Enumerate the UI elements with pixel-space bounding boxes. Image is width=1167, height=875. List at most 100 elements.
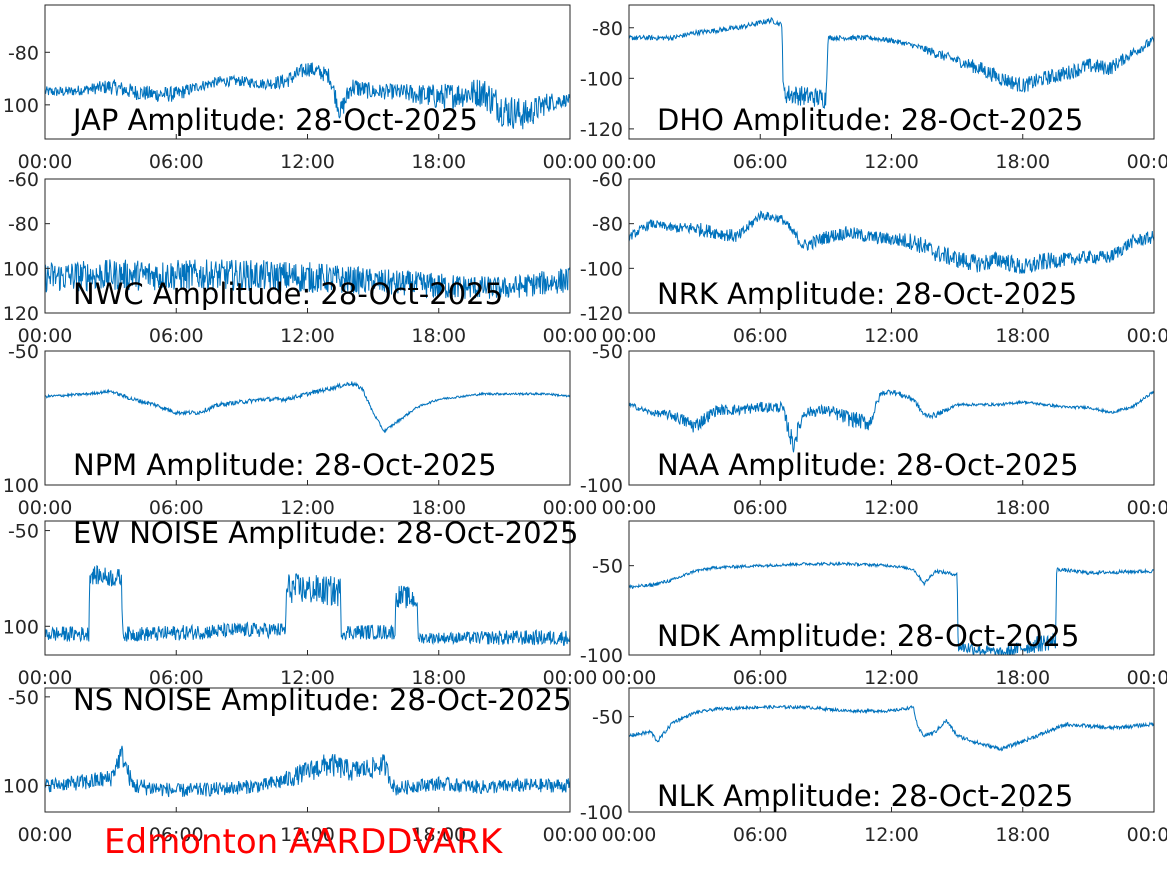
series-line <box>45 745 570 798</box>
x-tick-label: 18:00 <box>995 824 1050 846</box>
x-tick-label: 00:00 <box>543 497 598 519</box>
y-tick-label: -50 <box>8 341 39 363</box>
series-line <box>629 210 1154 274</box>
x-tick-label: 06:00 <box>733 151 788 173</box>
x-tick-label: 00:00 <box>543 667 598 689</box>
y-tick-label: -80 <box>8 42 39 64</box>
y-tick-label: 100 <box>3 475 39 497</box>
y-tick-label: 100 <box>3 95 39 117</box>
series-line <box>629 17 1154 109</box>
x-tick-label: 00:00 <box>18 497 73 519</box>
x-tick-label: 00:00 <box>1127 497 1167 519</box>
x-tick-label: 12:00 <box>280 497 335 519</box>
x-tick-label: 00:00 <box>602 667 657 689</box>
x-tick-label: 18:00 <box>995 667 1050 689</box>
x-tick-label: 06:00 <box>149 497 204 519</box>
x-tick-label: 12:00 <box>280 824 335 846</box>
x-tick-label: 06:00 <box>733 325 788 347</box>
y-tick-label: 100 <box>3 616 39 638</box>
x-tick-label: 18:00 <box>411 497 466 519</box>
series-line <box>45 259 570 299</box>
series-line <box>629 389 1154 453</box>
y-tick-label: -80 <box>592 214 623 236</box>
y-tick-label: -100 <box>580 475 623 497</box>
y-tick-label: -120 <box>580 119 623 141</box>
panel-title: NS NOISE Amplitude: 28-Oct-2025 <box>73 683 572 717</box>
x-tick-label: 12:00 <box>864 497 919 519</box>
x-tick-label: 00:00 <box>602 824 657 846</box>
x-tick-label: 18:00 <box>411 667 466 689</box>
x-tick-label: 00:00 <box>543 151 598 173</box>
panel-title: NPM Amplitude: 28-Oct-2025 <box>73 448 497 482</box>
x-tick-label: 18:00 <box>995 151 1050 173</box>
panel-title: NLK Amplitude: 28-Oct-2025 <box>657 779 1073 813</box>
x-tick-label: 00:00 <box>543 325 598 347</box>
y-tick-label: -80 <box>592 18 623 40</box>
y-tick-label: -100 <box>580 258 623 280</box>
x-tick-label: 00:00 <box>1127 151 1167 173</box>
series-line <box>629 704 1154 752</box>
x-tick-label: 00:00 <box>543 824 598 846</box>
x-tick-label: 18:00 <box>995 497 1050 519</box>
x-tick-label: 00:00 <box>1127 824 1167 846</box>
y-tick-label: -50 <box>8 687 39 709</box>
series-line <box>45 62 570 130</box>
x-tick-label: 00:00 <box>18 151 73 173</box>
x-tick-label: 00:00 <box>18 667 73 689</box>
x-tick-label: 06:00 <box>733 667 788 689</box>
x-tick-label: 06:00 <box>149 824 204 846</box>
panel-title: JAP Amplitude: 28-Oct-2025 <box>71 103 478 137</box>
x-tick-label: 00:00 <box>18 325 73 347</box>
x-tick-label: 12:00 <box>864 824 919 846</box>
y-tick-label: -60 <box>592 169 623 191</box>
y-tick-label: -120 <box>580 303 623 325</box>
panel-title: DHO Amplitude: 28-Oct-2025 <box>657 103 1083 137</box>
x-tick-label: 00:00 <box>602 151 657 173</box>
x-tick-label: 12:00 <box>864 151 919 173</box>
y-tick-label: -80 <box>8 214 39 236</box>
y-tick-label: 120 <box>3 303 39 325</box>
panel-title: NAA Amplitude: 28-Oct-2025 <box>657 448 1079 482</box>
y-tick-label: -50 <box>592 556 623 578</box>
panel-title: NDK Amplitude: 28-Oct-2025 <box>657 619 1079 653</box>
x-tick-label: 00:00 <box>602 497 657 519</box>
x-tick-label: 06:00 <box>149 667 204 689</box>
x-tick-label: 06:00 <box>149 151 204 173</box>
y-tick-label: -50 <box>592 341 623 363</box>
x-tick-label: 18:00 <box>411 824 466 846</box>
x-tick-label: 00:00 <box>1127 667 1167 689</box>
y-tick-label: -50 <box>8 521 39 543</box>
series-line <box>45 381 570 434</box>
y-tick-label: -50 <box>592 707 623 729</box>
x-tick-label: 00:00 <box>18 824 73 846</box>
x-tick-label: 06:00 <box>733 824 788 846</box>
panel-7: -50 100 00:00 06:00 12:00 18:00 00:00 EW NOISE … <box>3 516 598 689</box>
x-tick-label: 12:00 <box>864 325 919 347</box>
x-tick-label: 00:00 <box>602 325 657 347</box>
x-tick-label: 18:00 <box>995 325 1050 347</box>
panel-9: -50 100 00:00 06:00 12:00 18:00 00:00 NS NOISE … <box>3 683 598 846</box>
panel-title: NRK Amplitude: 28-Oct-2025 <box>657 277 1077 311</box>
y-tick-label: -100 <box>580 68 623 90</box>
panel-title: EW NOISE Amplitude: 28-Oct-2025 <box>73 516 578 550</box>
x-tick-label: 06:00 <box>149 325 204 347</box>
series-line <box>629 561 1154 655</box>
y-tick-label: -100 <box>580 645 623 667</box>
panel-4: -60-80-100-12000:0006:0012:0018:0000:00N… <box>580 169 1167 347</box>
x-tick-label: 18:00 <box>411 325 466 347</box>
x-tick-label: 18:00 <box>411 151 466 173</box>
series-line <box>45 564 570 646</box>
y-tick-label: 100 <box>3 258 39 280</box>
y-tick-label: 100 <box>3 775 39 797</box>
x-tick-label: 00:00 <box>1127 325 1167 347</box>
x-tick-label: 12:00 <box>280 667 335 689</box>
panel-2: -80-100-12000:0006:0012:0018:0000:00DHO … <box>580 4 1167 173</box>
panel-title: NWC Amplitude: 28-Oct-2025 <box>73 277 503 311</box>
y-tick-label: -60 <box>8 169 39 191</box>
